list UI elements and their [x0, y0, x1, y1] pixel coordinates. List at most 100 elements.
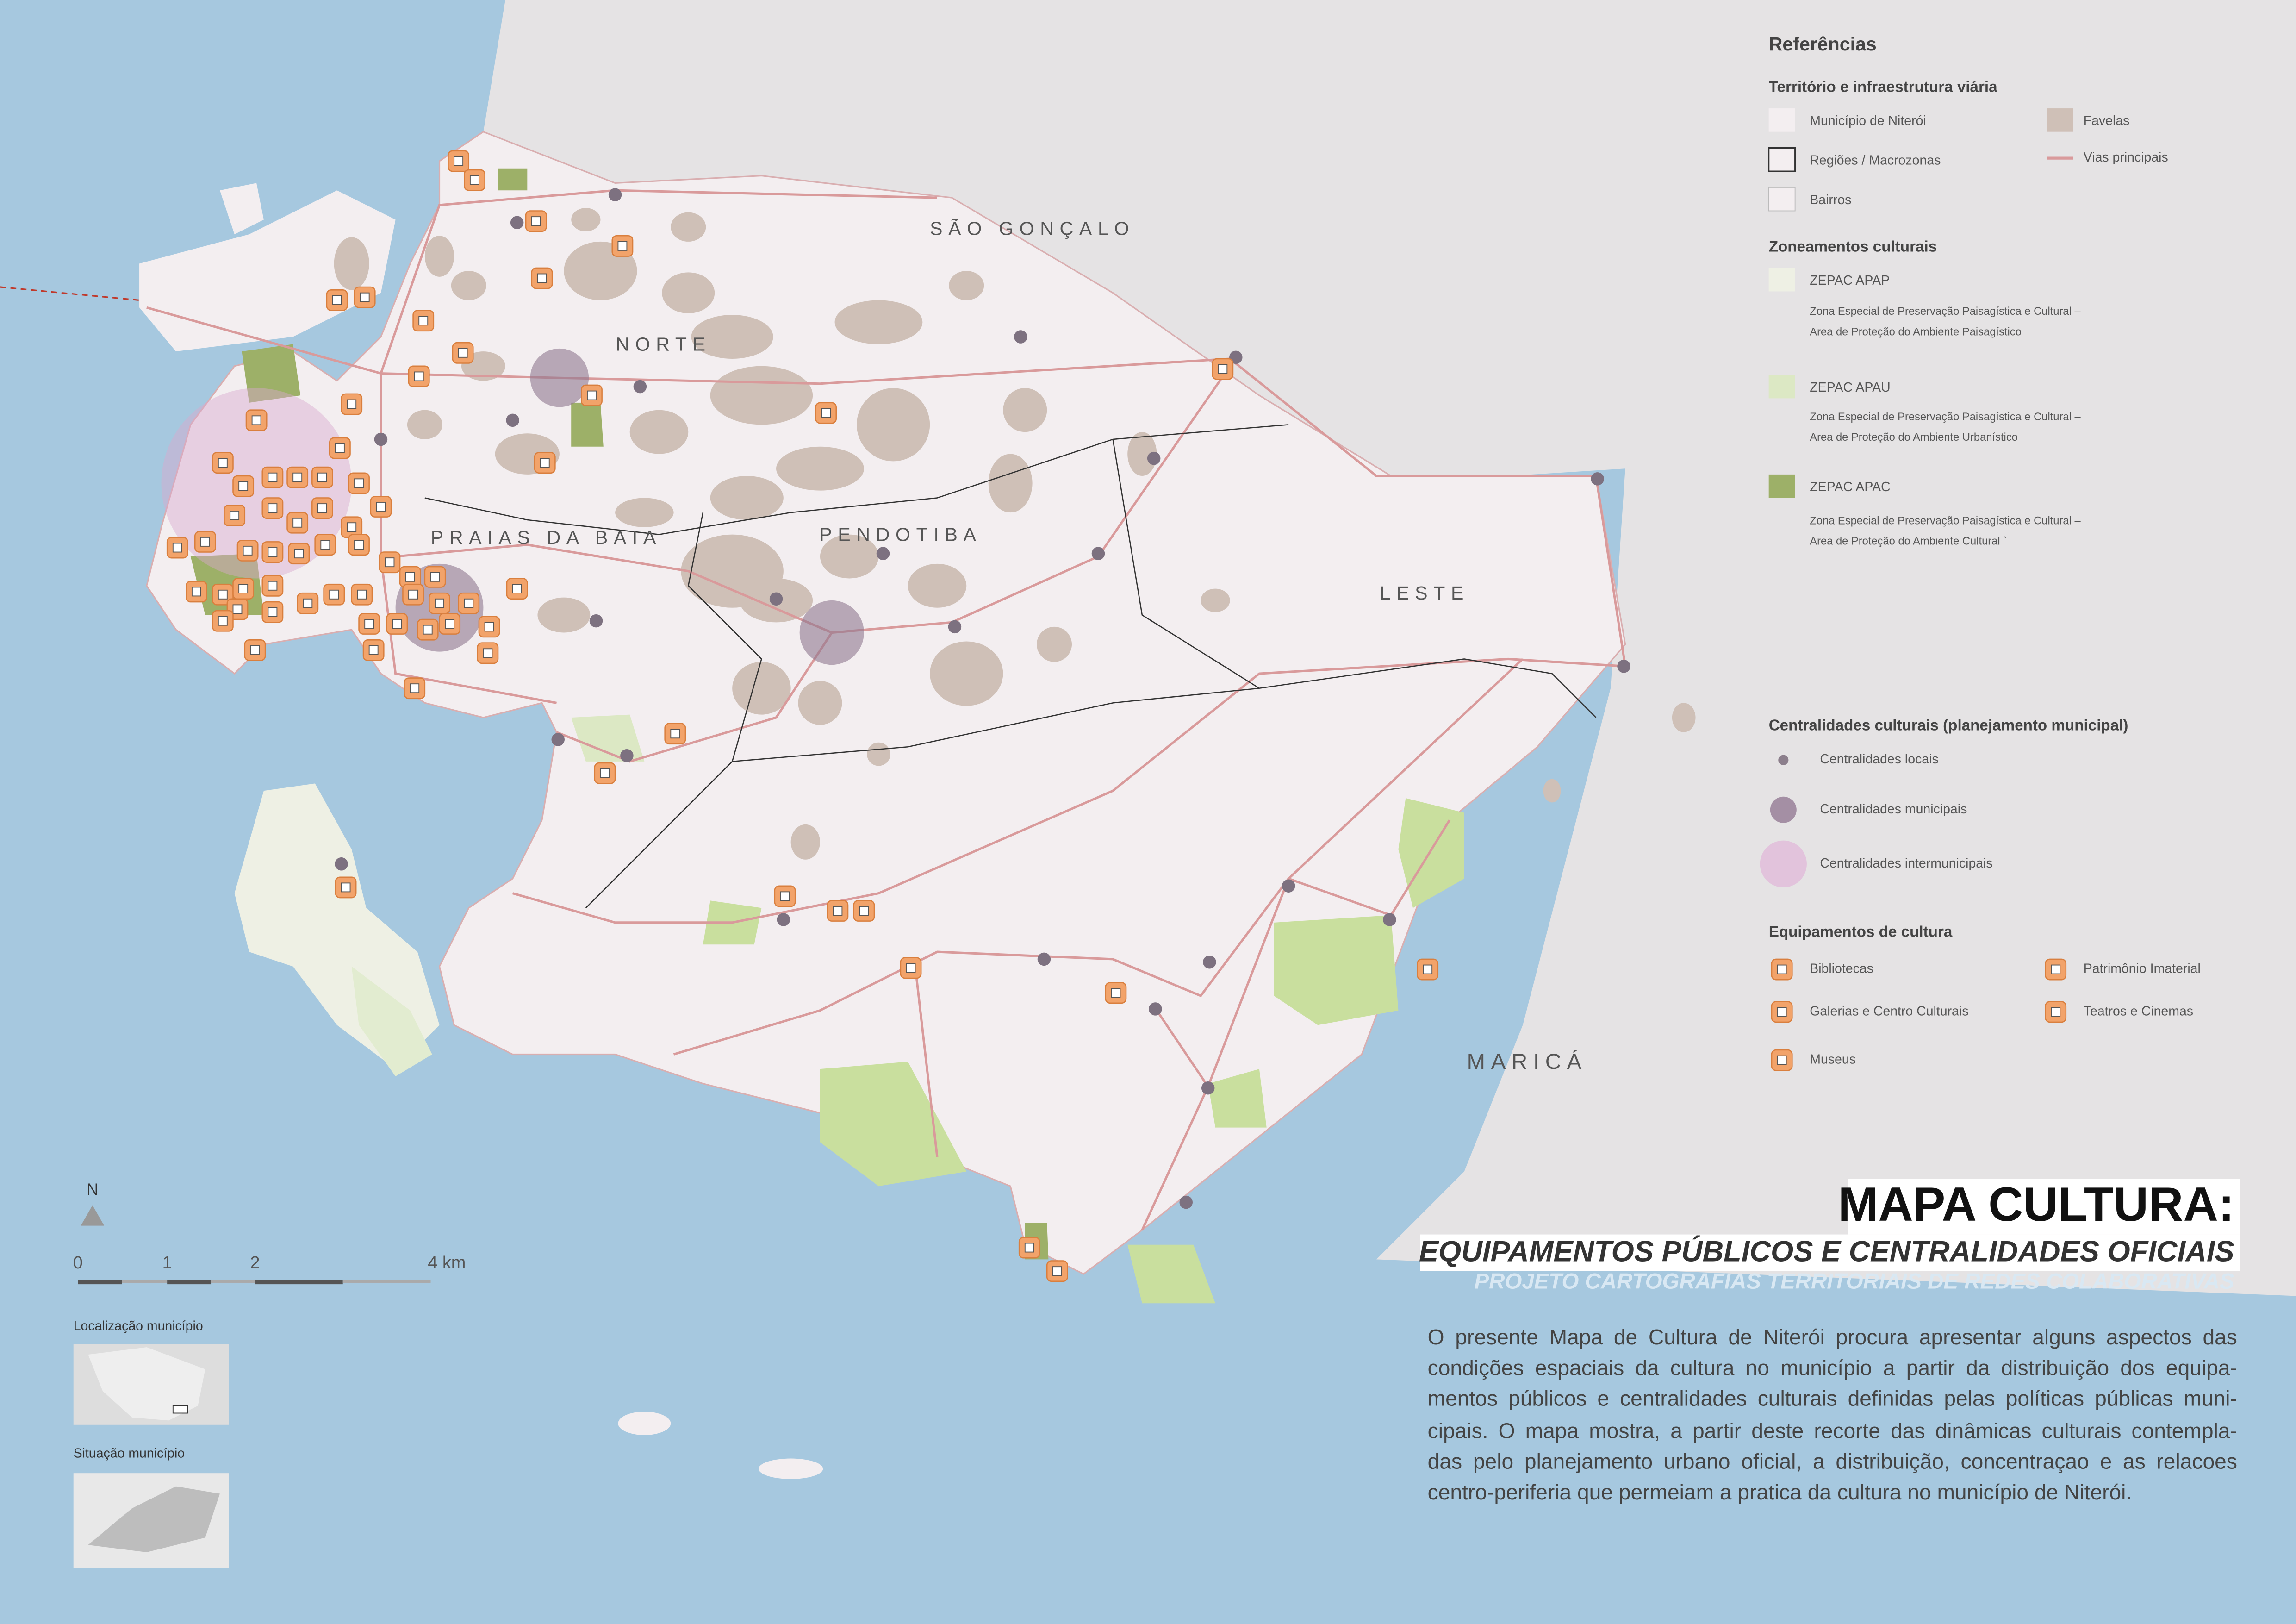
legend-item: Favelas: [2084, 113, 2130, 128]
legend-item: ZEPAC APAC: [1810, 480, 1890, 494]
favela: [571, 208, 601, 231]
favela: [988, 454, 1033, 513]
equipment-icon-glyph: [484, 622, 494, 632]
equipment-icon-glyph: [360, 292, 370, 302]
local-centrality: [1014, 330, 1027, 344]
favela: [1127, 432, 1157, 476]
equipment-icon-glyph: [218, 458, 228, 468]
equipment-icon-glyph: [587, 390, 597, 400]
inset-land: [88, 1486, 220, 1553]
legend-item: ZEPAC APAP: [1810, 273, 1890, 288]
equipment-icon-glyph: [354, 478, 364, 488]
equipment-icon-glyph: [1777, 1055, 1787, 1065]
road: [673, 819, 1451, 1056]
legend-item: Vias principais: [2084, 150, 2168, 165]
scale-label: 1: [162, 1253, 172, 1273]
local-centrality: [1149, 1002, 1162, 1016]
road: [380, 189, 938, 374]
equipment-icon-glyph: [537, 273, 547, 283]
description-line: das pelo planejamento urbano oficial, a …: [1427, 1451, 2237, 1474]
equipment-icon-glyph: [483, 648, 493, 658]
description-line: centro-periferia que permeiam a pratica …: [1427, 1482, 2132, 1505]
legend-item: Patrimônio Imaterial: [2084, 962, 2201, 976]
zepac-apac: [242, 344, 301, 403]
legend-desc: Zona Especial de Preservação Paisagístic…: [1810, 306, 2081, 318]
equipment-icon-glyph: [410, 683, 420, 693]
description-line: cipais. O mapa mostra, a partir deste re…: [1427, 1420, 2237, 1443]
equipment-icon-glyph: [218, 589, 228, 600]
equipment-icon-glyph: [368, 645, 379, 655]
legend-heading: Centralidades culturais (planejamento mu…: [1769, 717, 2128, 734]
equipment-icon-glyph: [364, 619, 374, 629]
equipment-icon-glyph: [354, 540, 364, 550]
legend-swatch: [1768, 375, 1795, 399]
description: O presente Mapa de Cultura de Niterói pr…: [1428, 1324, 2237, 1510]
favela: [949, 271, 984, 300]
favela: [710, 476, 784, 520]
equipment-icon-glyph: [317, 503, 327, 513]
scale-segment: [255, 1280, 343, 1285]
municipal-centrality: [530, 348, 589, 407]
equipment-icon-glyph: [1423, 964, 1433, 974]
favela: [834, 300, 923, 344]
zepac-apau: [1274, 915, 1399, 1025]
boundary-line: [0, 286, 140, 301]
road: [914, 966, 939, 1157]
region-line: [585, 512, 762, 909]
favela: [671, 212, 706, 242]
legend-heading: Equipamentos de cultura: [1769, 924, 1953, 941]
equipment-icon-glyph: [435, 598, 444, 608]
scale-segment: [122, 1280, 168, 1283]
favela: [691, 315, 773, 359]
equipment-icon-glyph: [268, 503, 278, 513]
zepac-apac: [571, 402, 604, 447]
favela: [334, 237, 369, 290]
scale-segment: [78, 1280, 122, 1285]
equipment-icon-glyph: [423, 625, 433, 635]
equipment-icon-glyph: [833, 906, 843, 916]
inset-label: Situação município: [74, 1446, 185, 1461]
local-centrality: [948, 620, 962, 634]
local-centrality: [1201, 1081, 1215, 1095]
insets: Localização município Situação município: [73, 1318, 229, 1568]
equipment-icon-glyph: [347, 399, 357, 409]
favela: [908, 563, 967, 608]
scale-bar: N 0 1 2 4 km: [73, 1181, 466, 1285]
local-centrality: [769, 592, 783, 606]
map-label: SÃO GONÇALO: [930, 218, 1135, 239]
description-line: condições espaciais da cultura no municí…: [1427, 1357, 2237, 1381]
equipment-icon-glyph: [251, 415, 261, 425]
legend-item: Município de Niterói: [1810, 113, 1926, 128]
north-label: N: [87, 1181, 98, 1199]
equipment-icon-glyph: [1777, 1007, 1787, 1017]
equipment-icon-glyph: [1777, 964, 1787, 974]
island: [618, 1412, 671, 1435]
legend-swatch: [2047, 108, 2073, 132]
zepac-apau: [1208, 1069, 1267, 1128]
zepac-area: [351, 966, 432, 1076]
neighbour-land: [483, 0, 2296, 1296]
equipment-icon-glyph: [458, 348, 468, 358]
inset-label: Localização município: [74, 1318, 203, 1333]
equipment-icon-glyph: [335, 443, 345, 453]
description-box: O presente Mapa de Cultura de Niterói pr…: [1428, 1324, 2237, 1510]
local-centrality: [633, 380, 647, 394]
legend-title: Referências: [1769, 33, 1877, 55]
legend-heading: Zoneamentos culturais: [1769, 238, 1937, 255]
legend-item: Regiões / Macrozonas: [1810, 153, 1941, 168]
equipment-icon-glyph: [469, 175, 479, 185]
equipment-icon-glyph: [392, 619, 402, 629]
local-centrality: [589, 614, 603, 628]
favela: [790, 824, 820, 860]
equipment-icon-glyph: [1111, 988, 1121, 998]
title-box: [1848, 1179, 2240, 1235]
favelas: [334, 208, 1696, 860]
equipment-icon-glyph: [512, 584, 522, 594]
map-label: MARICÁ: [1467, 1049, 1587, 1074]
description-line: mentos públicos e centralidades culturai…: [1427, 1389, 2237, 1412]
favela: [424, 236, 454, 277]
equipment-icon-glyph: [172, 543, 182, 553]
equipment-icon-glyph: [317, 472, 327, 482]
